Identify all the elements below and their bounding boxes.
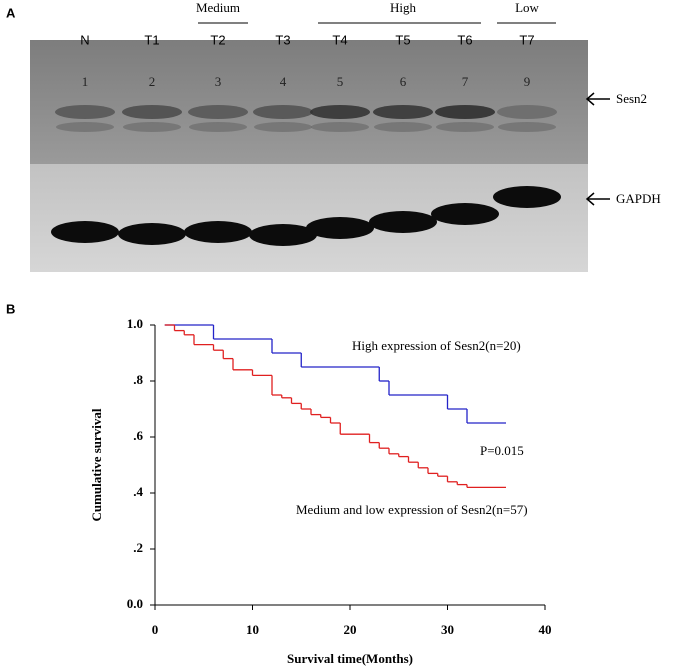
sesn2-band	[497, 105, 557, 119]
lane-number: 5	[337, 74, 344, 89]
gapdh-band	[369, 211, 437, 233]
x-tick-label: 30	[441, 622, 454, 637]
lane-label: T1	[144, 32, 159, 47]
y-tick-label: 1.0	[127, 316, 143, 331]
series-label: Medium and low expression of Sesn2(n=57)	[296, 502, 528, 517]
x-tick-label: 10	[246, 622, 259, 637]
lane-label: T7	[519, 32, 534, 47]
lane-label: T5	[395, 32, 410, 47]
annotation: P=0.015	[480, 443, 524, 458]
sesn2-band-lower	[189, 122, 247, 132]
sesn2-band	[435, 105, 495, 119]
lane-label: T6	[457, 32, 472, 47]
sesn2-band-lower	[311, 122, 369, 132]
blot-bands	[51, 105, 561, 246]
panel-label: B	[6, 301, 15, 316]
x-axis-label: Survival time(Months)	[287, 651, 413, 666]
lane-label: T2	[210, 32, 225, 47]
lane-number: 7	[462, 74, 469, 89]
sesn2-band-lower	[436, 122, 494, 132]
lane-label: T4	[332, 32, 347, 47]
x-tick-label: 40	[539, 622, 552, 637]
lane-number: 6	[400, 74, 407, 89]
lane-label: T3	[275, 32, 290, 47]
group-label: Medium	[196, 0, 240, 15]
sesn2-band	[373, 105, 433, 119]
gapdh-band	[118, 223, 186, 245]
gapdh-band	[431, 203, 499, 225]
x-tick-label: 0	[152, 622, 159, 637]
sesn2-band	[188, 105, 248, 119]
sesn2-band-lower	[56, 122, 114, 132]
lane-number: 4	[280, 74, 287, 89]
band-label: GAPDH	[616, 191, 661, 206]
gapdh-band	[184, 221, 252, 243]
y-tick-label: 0.0	[127, 596, 143, 611]
sesn2-band	[122, 105, 182, 119]
sesn2-band	[253, 105, 313, 119]
blot-upper	[30, 40, 588, 164]
x-tick-label: 20	[344, 622, 357, 637]
y-axis-label: Cumulative survival	[89, 408, 104, 521]
blot-lower	[30, 164, 588, 272]
arrow-head	[585, 192, 595, 206]
sesn2-band-lower	[123, 122, 181, 132]
sesn2-band-lower	[374, 122, 432, 132]
gapdh-band	[493, 186, 561, 208]
sesn2-band	[55, 105, 115, 119]
y-tick-label: .8	[133, 372, 143, 387]
lane-number: 2	[149, 74, 156, 89]
gapdh-band	[306, 217, 374, 239]
sesn2-band-lower	[498, 122, 556, 132]
group-label: Low	[515, 0, 539, 15]
gapdh-band	[249, 224, 317, 246]
lane-number: 3	[215, 74, 222, 89]
y-tick-label: .2	[133, 540, 143, 555]
sesn2-band-lower	[254, 122, 312, 132]
lane-number: 9	[524, 74, 531, 89]
series-label: High expression of Sesn2(n=20)	[352, 338, 521, 353]
band-label: Sesn2	[616, 91, 647, 106]
group-label: High	[390, 0, 417, 15]
lane-label: N	[80, 32, 89, 47]
y-tick-label: .6	[133, 428, 143, 443]
sesn2-band	[310, 105, 370, 119]
arrow-head	[585, 92, 595, 106]
panel-label: A	[6, 5, 16, 20]
lane-number: 1	[82, 74, 89, 89]
y-tick-label: .4	[133, 484, 143, 499]
gapdh-band	[51, 221, 119, 243]
